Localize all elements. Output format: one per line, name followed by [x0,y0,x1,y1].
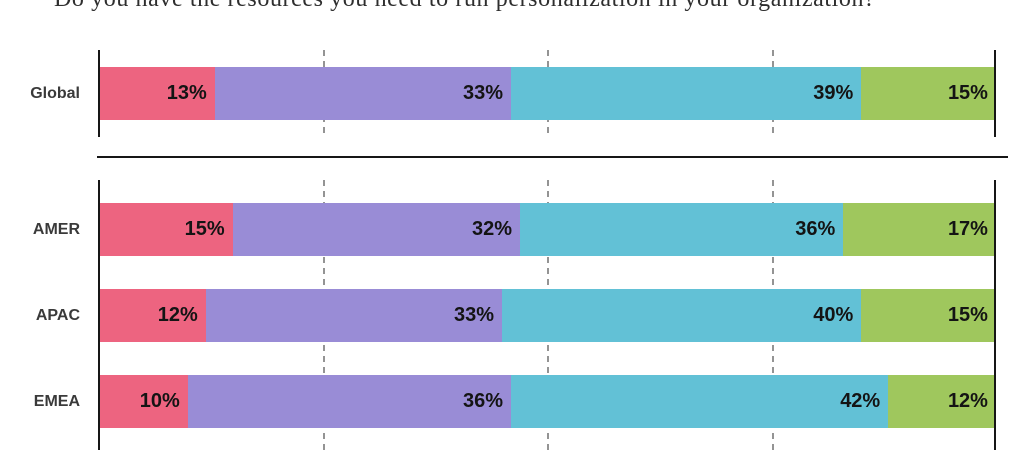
segment-value-label: 12% [947,390,988,412]
purple-segment: 33% [214,67,512,120]
row-label-emea: EMEA [33,392,80,410]
segment-value-label: 39% [813,82,854,104]
stacked-bar-emea: 10% 36% 42% 12% [98,375,996,428]
teal-segment: 42% [511,375,889,428]
stacked-bar-global: 13% 33% 39% 15% [98,67,996,120]
segment-value-label: 33% [463,82,504,104]
row-label-global: Global [30,84,80,102]
segment-value-label: 15% [947,304,988,326]
purple-segment: 32% [232,203,521,256]
teal-segment: 36% [520,203,844,256]
segment-value-label: 42% [840,390,881,412]
segment-value-label: 17% [947,218,988,240]
green-segment: 12% [888,375,996,428]
segment-value-label: 36% [795,218,836,240]
axis-line-left [98,50,100,137]
pink-segment: 12% [98,289,206,342]
chart-title: Do you have the resources you need to ru… [54,0,875,13]
segment-value-label: 13% [166,82,207,104]
segment-value-label: 32% [472,218,513,240]
green-segment: 15% [861,67,996,120]
stacked-bar-apac: 12% 33% 40% 15% [98,289,996,342]
axis-line-right [994,50,996,137]
pink-segment: 13% [98,67,215,120]
purple-segment: 36% [187,375,512,428]
segment-value-label: 15% [184,218,225,240]
stacked-bar-amer: 15% 32% 36% 17% [98,203,996,256]
row-label-apac: APAC [35,306,80,324]
segment-value-label: 10% [139,390,180,412]
teal-segment: 40% [502,289,862,342]
segment-value-label: 40% [813,304,854,326]
segment-value-label: 36% [463,390,504,412]
segment-value-label: 12% [157,304,198,326]
pink-segment: 15% [98,203,233,256]
green-segment: 15% [861,289,996,342]
regions-chart-plot: 15% 32% 36% 17% 12% 33% 40% 15% 10% 36% 42% 12% [98,180,996,450]
teal-segment: 39% [511,67,862,120]
segment-value-label: 33% [454,304,495,326]
row-label-amer: AMER [32,220,80,238]
axis-line-left [98,180,100,450]
global-chart-plot: 13% 33% 39% 15% [98,50,996,137]
purple-segment: 33% [205,289,503,342]
green-segment: 17% [843,203,996,256]
pink-segment: 10% [98,375,188,428]
segment-value-label: 15% [947,82,988,104]
section-divider [97,156,1008,158]
axis-line-right [994,180,996,450]
